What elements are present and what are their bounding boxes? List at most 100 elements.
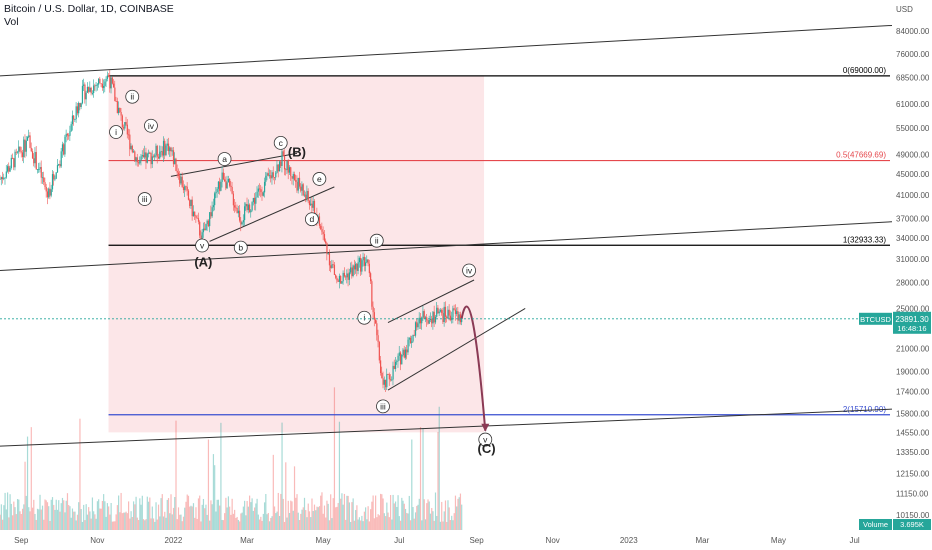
- volume-bar: [336, 506, 338, 530]
- candle-body: [19, 146, 21, 152]
- volume-bar: [321, 492, 323, 530]
- candle-body: [70, 124, 72, 132]
- candle-body: [161, 151, 163, 156]
- volume-bar: [457, 498, 459, 530]
- candle-body: [446, 316, 448, 319]
- volume-bar: [155, 502, 157, 530]
- candle-body: [358, 257, 360, 263]
- volume-bar: [51, 497, 54, 530]
- volume-bar: [100, 508, 102, 530]
- volume-bar: [25, 495, 27, 530]
- symbol-badge-text: BTCUSD: [860, 315, 891, 324]
- volume-bar: [365, 507, 367, 530]
- candle-body: [454, 309, 457, 314]
- volume-bar: [451, 515, 453, 530]
- price-axis[interactable]: [892, 0, 932, 550]
- volume-bar: [9, 494, 11, 530]
- volume-bar: [417, 504, 419, 530]
- candle-body: [184, 186, 186, 191]
- candle-body: [254, 197, 256, 204]
- candle-body: [323, 234, 326, 241]
- volume-bar: [108, 506, 110, 530]
- wave-degree-label: (C): [478, 441, 496, 456]
- projection-arrow: [460, 305, 487, 431]
- volume-bar: [412, 507, 414, 530]
- wave-label: ii: [375, 236, 379, 246]
- candle-body: [221, 172, 223, 182]
- volume-bar: [152, 518, 155, 530]
- wave-label: iii: [380, 401, 386, 411]
- volume-bar: [139, 498, 141, 530]
- candle-body: [404, 349, 407, 358]
- volume-bar: [353, 520, 356, 530]
- volume-bar: [76, 514, 79, 530]
- volume-bar: [145, 519, 147, 530]
- candle-body: [35, 152, 37, 170]
- price-tick-label: 10150.00: [896, 511, 930, 520]
- candle-body: [290, 167, 292, 177]
- price-tick-label: 49000.00: [896, 150, 930, 159]
- time-axis[interactable]: [0, 530, 932, 550]
- volume-bar: [235, 517, 237, 530]
- volume-bar: [64, 512, 66, 530]
- candle-body: [439, 310, 442, 312]
- candle-body: [38, 169, 40, 170]
- candle-body: [23, 139, 25, 158]
- wave-label-circle: [462, 263, 476, 278]
- candle-body: [276, 164, 278, 173]
- volume-bar: [431, 508, 433, 530]
- candle-body: [389, 379, 392, 381]
- candle-body: [26, 137, 29, 141]
- volume-bar: [0, 504, 2, 530]
- candle-body: [147, 152, 150, 154]
- chart-title: Bitcoin / U.S. Dollar, 1D, COINBASE: [4, 3, 174, 15]
- volume-bar: [251, 498, 253, 530]
- wave-label: ii: [130, 92, 134, 102]
- wave-label: a: [222, 154, 227, 164]
- volume-bar: [247, 506, 249, 530]
- candle-body: [155, 145, 157, 156]
- volume-bar: [399, 520, 402, 530]
- volume-bar: [166, 499, 168, 530]
- candle-body: [108, 75, 110, 77]
- candle-body: [291, 176, 293, 179]
- candle-body: [219, 181, 221, 191]
- price-tick-label: 17400.00: [896, 387, 930, 396]
- candle-body: [239, 210, 241, 221]
- candle-body: [68, 135, 70, 137]
- candle-body: [281, 151, 283, 167]
- volume-bar: [176, 519, 178, 530]
- candle-body: [76, 106, 79, 114]
- volume-bar: [262, 513, 264, 530]
- volume-bar: [93, 511, 95, 530]
- volume-bar: [371, 501, 373, 530]
- candle-body: [24, 139, 26, 152]
- candle-body: [150, 153, 152, 165]
- volume-bar: [118, 495, 120, 530]
- volume-bar: [328, 520, 331, 530]
- candle-body: [270, 175, 272, 179]
- volume-bar: [246, 500, 248, 530]
- candle-body: [98, 78, 100, 85]
- volume-bar: [84, 520, 86, 530]
- candle-body: [313, 200, 316, 217]
- volume-bar: [21, 508, 24, 530]
- time-tick-label: 2023: [620, 536, 638, 545]
- volume-bar: [0, 514, 1, 530]
- candle-body: [285, 169, 287, 171]
- candle-body: [90, 87, 92, 94]
- candle-body: [142, 155, 145, 158]
- volume-bar: [396, 506, 398, 530]
- candle-body: [433, 311, 435, 323]
- candle-body: [16, 151, 19, 153]
- candle-body: [292, 174, 294, 179]
- wave-label-circle: [233, 240, 248, 255]
- candle-body: [391, 379, 393, 381]
- candle-body: [88, 86, 90, 92]
- price-tick-label: 37000.00: [896, 215, 930, 224]
- volume-bar: [217, 499, 220, 530]
- candle-body: [200, 235, 202, 241]
- volume-bar: [85, 504, 87, 530]
- volume-bar: [191, 506, 193, 530]
